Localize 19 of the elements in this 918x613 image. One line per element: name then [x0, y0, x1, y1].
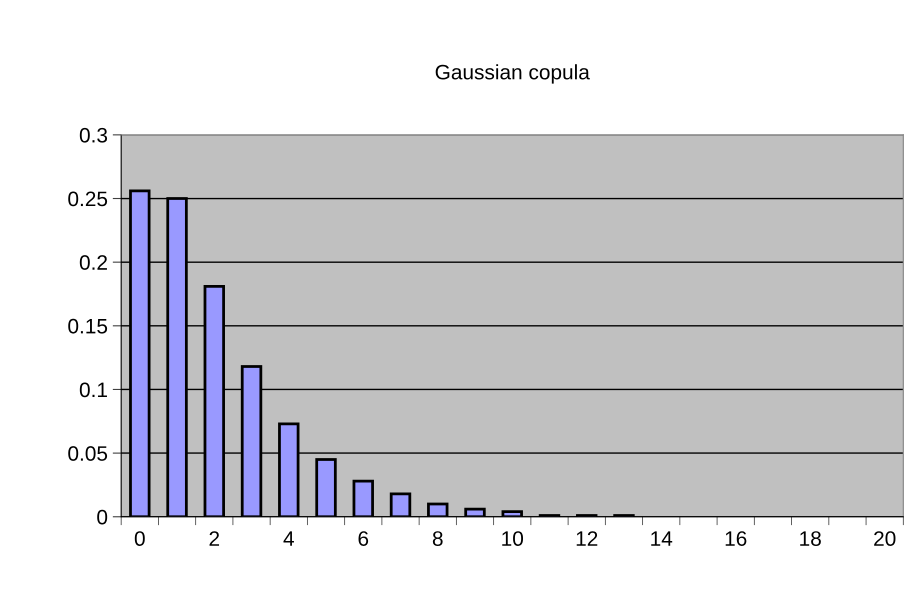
x-tick-label: 18 [800, 531, 821, 546]
chart-title: Gaussian copula [436, 64, 590, 84]
x-tick-label: 10 [502, 531, 524, 546]
x-tick-label: 0 [134, 531, 145, 546]
x-tick-label: 4 [283, 531, 294, 546]
y-tick-label: 0.1 [80, 382, 107, 398]
x-tick-label: 6 [358, 531, 368, 546]
y-tick-label: 0.25 [68, 192, 108, 206]
y-tick-label: 0.05 [68, 446, 108, 461]
x-tick-label: 16 [726, 531, 746, 546]
x-tick-label: 2 [210, 531, 220, 546]
x-tick-label: 8 [432, 531, 443, 546]
x-tick-label: 14 [651, 531, 672, 546]
x-tick-label: 20 [874, 531, 896, 546]
x-tick-label: 12 [576, 531, 598, 546]
y-tick-label: 0.2 [80, 255, 107, 270]
y-tick-label: 0.3 [80, 128, 108, 143]
y-tick-label: 0.15 [68, 318, 108, 334]
y-tick-label: 0 [97, 510, 108, 525]
